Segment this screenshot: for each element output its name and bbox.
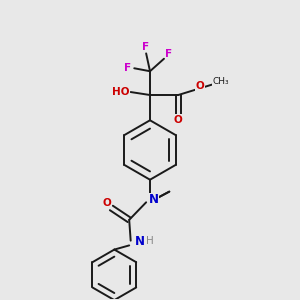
Text: O: O <box>196 81 204 91</box>
Text: F: F <box>142 42 149 52</box>
Text: F: F <box>165 49 172 59</box>
Text: CH₃: CH₃ <box>212 77 229 86</box>
Text: H: H <box>146 236 154 246</box>
Text: F: F <box>124 63 131 73</box>
Text: N: N <box>149 194 159 206</box>
Text: HO: HO <box>112 87 129 97</box>
Text: N: N <box>135 235 145 248</box>
Text: O: O <box>103 198 111 208</box>
Text: O: O <box>174 115 183 125</box>
